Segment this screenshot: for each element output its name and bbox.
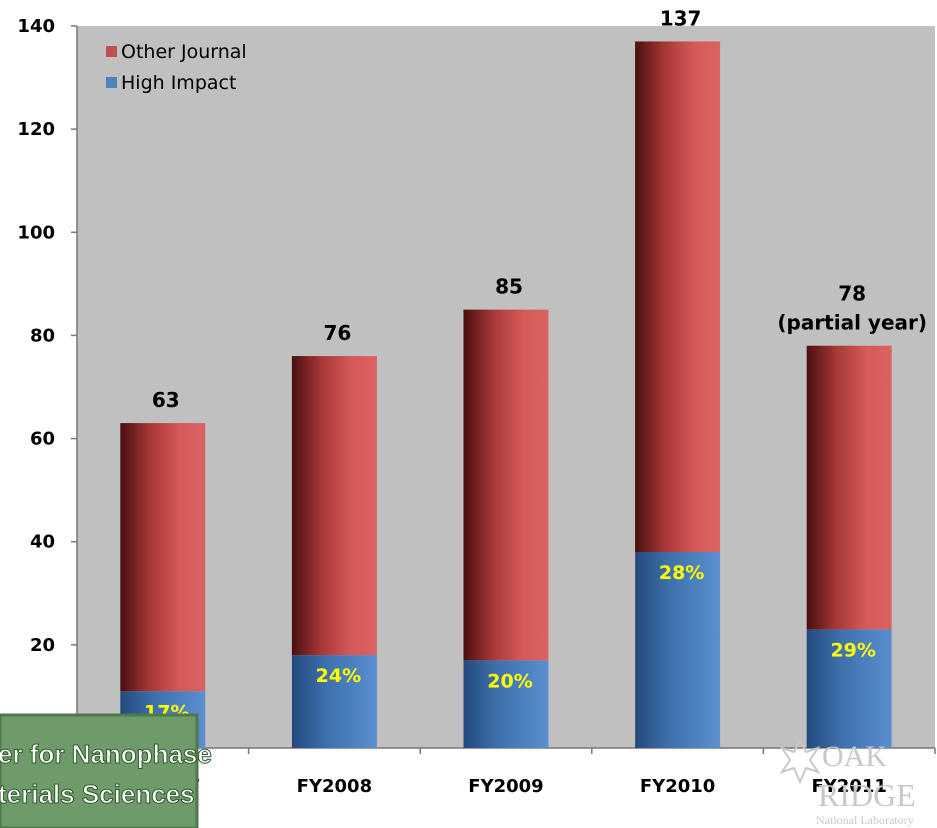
x-tick-label: FY2010	[640, 776, 715, 797]
y-axis: 020406080100120140	[17, 16, 78, 759]
percent-label: 29%	[830, 639, 875, 661]
y-tick-label: 120	[17, 119, 55, 140]
bar-high-impact	[291, 655, 377, 748]
bar-other-journal	[291, 356, 377, 656]
y-tick-label: 140	[17, 16, 55, 37]
bar-other-journal	[635, 41, 721, 553]
cnms-logo: er for Nanophase terials Sciences	[0, 713, 212, 828]
legend-label: Other Journal	[121, 41, 247, 63]
total-label: 78	[838, 282, 866, 306]
total-label: 76	[323, 321, 351, 345]
legend-label: High Impact	[121, 72, 236, 94]
y-tick-label: 60	[30, 429, 55, 450]
x-tick-label: FY2009	[468, 776, 543, 797]
total-label: 63	[152, 388, 180, 412]
bar-other-journal	[806, 345, 892, 630]
percent-label: 20%	[487, 670, 532, 692]
bar-high-impact	[806, 629, 892, 748]
ornl-logo-line1: OAK	[822, 740, 887, 773]
bar-high-impact	[463, 660, 549, 748]
bars	[120, 41, 892, 748]
legend-swatch	[106, 46, 117, 57]
bar-other-journal	[463, 309, 549, 661]
bar-other-journal	[120, 423, 206, 692]
y-tick-label: 40	[30, 532, 55, 553]
cnms-logo-line2: terials Sciences	[0, 779, 195, 809]
cnms-logo-line1: er for Nanophase	[0, 739, 212, 769]
legend-swatch	[106, 77, 117, 88]
oak-leaf-icon	[779, 737, 821, 785]
total-label: (partial year)	[777, 311, 927, 335]
ornl-logo-line2: RIDGE	[818, 777, 916, 813]
percent-label: 24%	[316, 665, 361, 687]
x-tick-label: FY2008	[297, 776, 372, 797]
bar-high-impact	[635, 552, 721, 748]
ornl-logo: OAK RIDGE National Laboratory	[779, 737, 916, 827]
ornl-logo-line3: National Laboratory	[816, 813, 914, 827]
percent-label: 28%	[659, 562, 704, 584]
legend: Other Journal High Impact	[106, 41, 247, 94]
total-label: 85	[495, 275, 523, 299]
y-tick-label: 100	[17, 222, 55, 243]
total-label: 137	[660, 6, 702, 30]
x-tick-label: FY2011	[811, 776, 886, 797]
y-tick-label: 20	[30, 635, 55, 656]
y-tick-label: 80	[30, 325, 55, 346]
